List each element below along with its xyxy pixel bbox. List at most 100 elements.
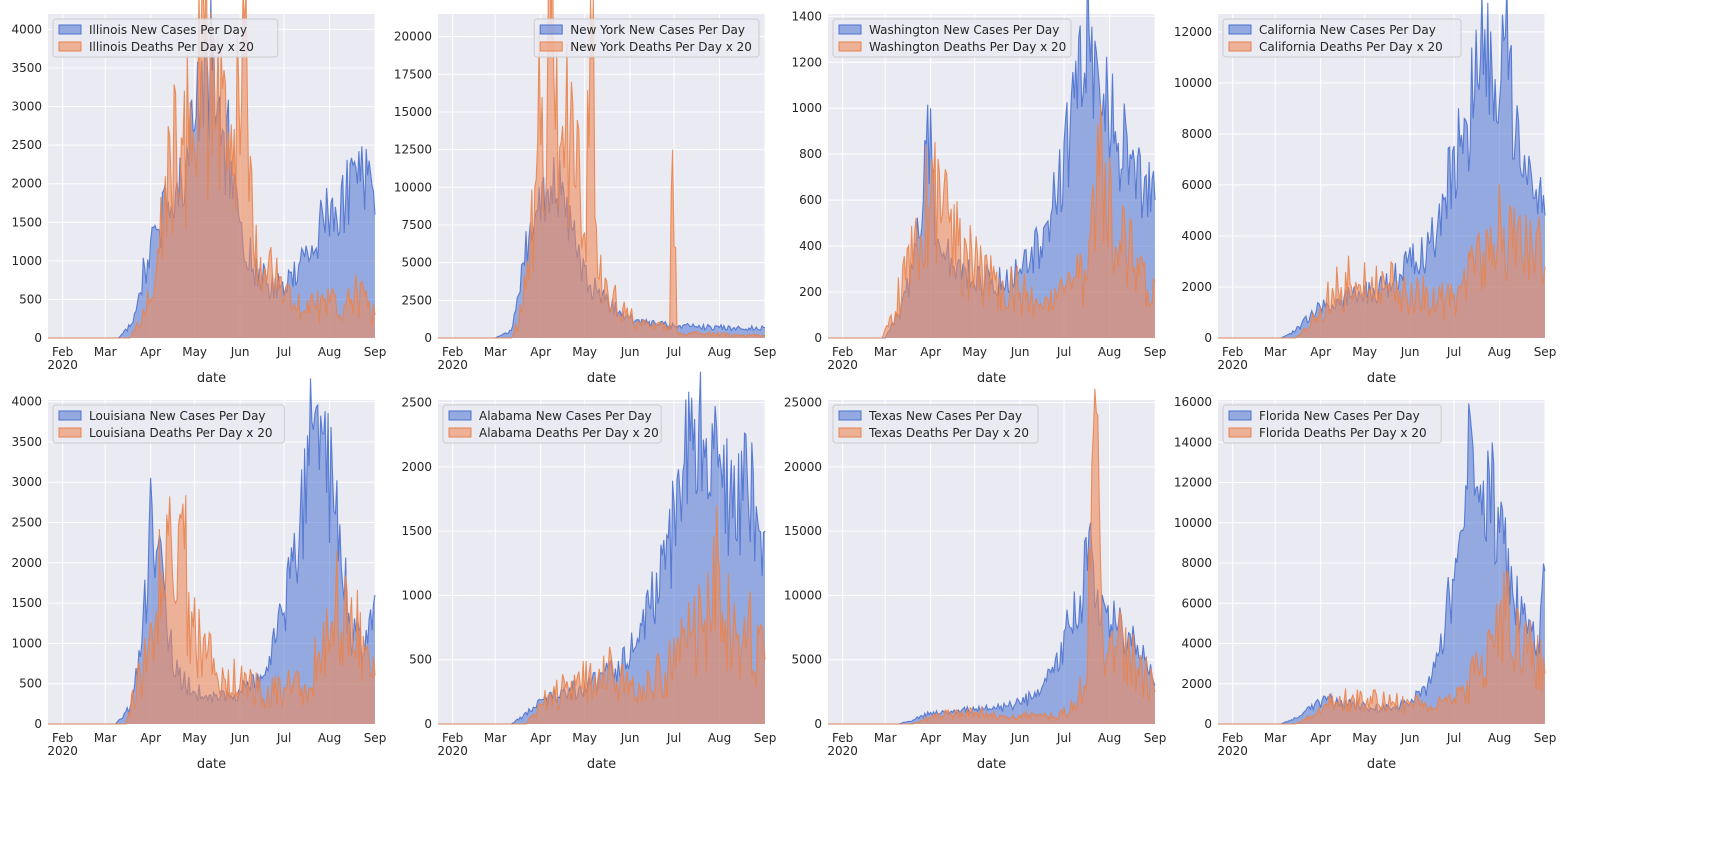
series-line-deaths [1218, 570, 1546, 725]
x-tick-label: Jun [1400, 731, 1420, 745]
y-tick-label: 2000 [1181, 677, 1212, 691]
y-tick-label: 500 [19, 292, 42, 306]
y-tick-label: 2500 [401, 293, 432, 307]
x-tick-label: 2020 [47, 358, 78, 372]
legend-swatch [58, 41, 82, 52]
x-tick-label: Mar [874, 731, 897, 745]
legend-box [442, 404, 662, 444]
x-tick-label: Sep [364, 731, 387, 745]
x-tick-label: Apr [1310, 731, 1331, 745]
series-area-cases [828, 522, 1155, 724]
legend-swatch [58, 410, 82, 421]
y-tick-label: 7500 [401, 218, 432, 232]
legend-swatch [58, 24, 82, 35]
x-tick-label: 2020 [827, 744, 858, 758]
series-area-cases [1218, 403, 1545, 724]
legend-entry: Louisiana Deaths Per Day x 20 [89, 426, 272, 440]
legend: New York New Cases Per Day New York Death… [533, 18, 760, 58]
series-line-deaths [828, 388, 1156, 725]
x-tick-label: Aug [1488, 731, 1511, 745]
x-tick-label: May [572, 731, 597, 745]
x-tick-label: Sep [754, 345, 777, 359]
y-tick-label: 16000 [1174, 395, 1212, 409]
legend-entry: Illinois Deaths Per Day x 20 [89, 40, 254, 54]
x-tick-label: Sep [1144, 345, 1167, 359]
x-tick-label: Apr [1310, 345, 1331, 359]
legend-entry: Texas Deaths Per Day x 20 [868, 426, 1029, 440]
legend-box [533, 18, 760, 58]
y-tick-label: 6000 [1181, 178, 1212, 192]
y-tick-label: 8000 [1181, 556, 1212, 570]
y-tick-label: 0 [814, 717, 822, 731]
x-tick-label: Jun [230, 345, 250, 359]
x-tick-label: 2020 [437, 744, 468, 758]
x-tick-label: Mar [1264, 345, 1287, 359]
x-tick-label: May [962, 345, 987, 359]
legend-swatch [1228, 427, 1252, 438]
x-tick-label: 2020 [1217, 744, 1248, 758]
y-tick-label: 0 [34, 331, 42, 345]
x-tick-label: Sep [1534, 345, 1557, 359]
x-tick-label: Jun [1010, 345, 1030, 359]
x-tick-label: Jul [276, 731, 291, 745]
x-tick-label: Apr [140, 731, 161, 745]
series-area-deaths [438, 505, 765, 724]
x-tick-label: Feb [1222, 731, 1243, 745]
x-tick-label: Sep [1144, 731, 1167, 745]
x-axis-label: date [587, 757, 616, 772]
legend-box [1222, 18, 1462, 58]
y-tick-label: 0 [1204, 331, 1212, 345]
series-line-deaths [438, 0, 766, 339]
series-line-deaths [1218, 183, 1546, 339]
x-tick-label: Feb [52, 731, 73, 745]
x-tick-label: Feb [52, 345, 73, 359]
x-tick-label: Aug [1098, 731, 1121, 745]
x-tick-label: Jul [276, 345, 291, 359]
x-tick-label: Jun [1010, 731, 1030, 745]
x-tick-label: Sep [1534, 731, 1557, 745]
x-tick-label: Aug [708, 345, 731, 359]
x-tick-label: 2020 [827, 358, 858, 372]
y-tick-label: 2000 [11, 556, 42, 570]
legend: Texas New Cases Per Day Texas Deaths Per … [832, 404, 1039, 444]
legend-swatch [838, 410, 862, 421]
series-area-cases [1218, 0, 1545, 338]
x-tick-label: May [1352, 731, 1377, 745]
x-tick-label: Apr [530, 345, 551, 359]
x-tick-label: 2020 [437, 358, 468, 372]
y-tick-label: 1200 [791, 55, 822, 69]
x-tick-label: Feb [442, 731, 463, 745]
y-tick-label: 14000 [1174, 435, 1212, 449]
y-tick-label: 4000 [11, 395, 42, 409]
legend: Washington New Cases Per Day Washington D… [832, 18, 1072, 58]
y-tick-label: 12000 [1174, 25, 1212, 39]
x-tick-label: Jul [1056, 345, 1071, 359]
x-tick-label: 2020 [47, 744, 78, 758]
y-tick-label: 0 [814, 331, 822, 345]
y-tick-label: 10000 [1174, 76, 1212, 90]
legend-swatch [448, 410, 472, 421]
legend-box [52, 404, 285, 444]
y-tick-label: 20000 [394, 30, 432, 44]
series-area-deaths [828, 388, 1155, 724]
y-tick-label: 0 [424, 717, 432, 731]
legend-entry: California New Cases Per Day [1259, 23, 1436, 37]
y-tick-label: 2000 [1181, 280, 1212, 294]
x-tick-label: Sep [364, 345, 387, 359]
y-tick-label: 500 [409, 653, 432, 667]
x-tick-label: Mar [94, 345, 117, 359]
x-axis-label: date [977, 371, 1006, 386]
y-tick-label: 5000 [401, 256, 432, 270]
legend-entry: Alabama New Cases Per Day [479, 409, 652, 423]
x-tick-label: Apr [530, 731, 551, 745]
y-tick-label: 20000 [784, 460, 822, 474]
x-tick-label: Jun [620, 345, 640, 359]
y-tick-label: 0 [1204, 717, 1212, 731]
y-tick-label: 17500 [394, 67, 432, 81]
x-axis-label: date [1367, 371, 1396, 386]
y-tick-label: 400 [799, 239, 822, 253]
